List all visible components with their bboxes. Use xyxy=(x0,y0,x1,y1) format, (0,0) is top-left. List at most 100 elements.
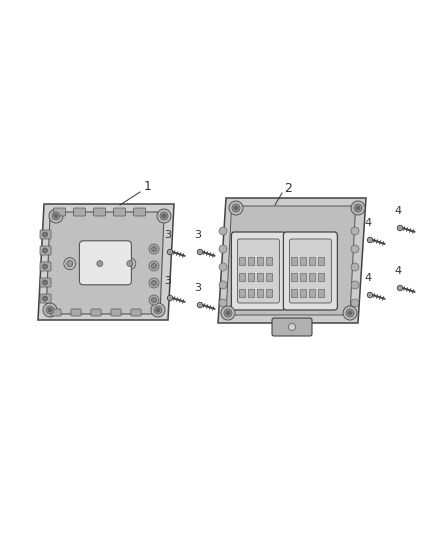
FancyBboxPatch shape xyxy=(51,309,61,316)
Circle shape xyxy=(154,306,162,314)
Text: 3: 3 xyxy=(194,230,201,240)
FancyBboxPatch shape xyxy=(40,278,51,287)
FancyBboxPatch shape xyxy=(111,309,121,316)
Circle shape xyxy=(198,249,203,255)
Circle shape xyxy=(157,209,171,223)
Bar xyxy=(318,257,325,265)
Circle shape xyxy=(149,261,159,271)
Circle shape xyxy=(399,227,401,229)
Bar xyxy=(309,257,315,265)
Circle shape xyxy=(289,324,296,330)
Bar xyxy=(240,257,245,265)
Text: 4: 4 xyxy=(395,206,402,216)
FancyBboxPatch shape xyxy=(53,208,66,216)
Circle shape xyxy=(42,232,47,237)
Circle shape xyxy=(219,299,227,307)
Circle shape xyxy=(149,295,159,305)
Bar xyxy=(266,289,272,297)
Circle shape xyxy=(149,244,159,254)
Circle shape xyxy=(167,295,173,301)
Circle shape xyxy=(199,304,201,306)
Circle shape xyxy=(46,306,54,314)
FancyBboxPatch shape xyxy=(113,208,126,216)
FancyBboxPatch shape xyxy=(231,232,286,310)
FancyBboxPatch shape xyxy=(40,246,51,255)
Circle shape xyxy=(351,245,359,253)
Circle shape xyxy=(64,257,76,270)
Circle shape xyxy=(221,306,235,320)
Circle shape xyxy=(356,206,360,210)
Bar xyxy=(309,289,315,297)
Text: 4: 4 xyxy=(395,266,402,276)
Circle shape xyxy=(224,309,232,317)
Circle shape xyxy=(367,292,373,297)
Circle shape xyxy=(152,297,156,303)
Bar xyxy=(300,289,307,297)
Circle shape xyxy=(169,297,171,299)
Circle shape xyxy=(124,257,136,270)
Circle shape xyxy=(234,206,238,210)
Circle shape xyxy=(48,308,52,312)
Circle shape xyxy=(351,227,359,235)
Bar xyxy=(258,257,263,265)
FancyBboxPatch shape xyxy=(94,208,106,216)
Circle shape xyxy=(42,248,47,253)
Circle shape xyxy=(156,308,160,312)
FancyBboxPatch shape xyxy=(79,241,131,285)
Bar xyxy=(309,273,315,281)
Bar xyxy=(318,289,325,297)
Circle shape xyxy=(52,212,60,220)
Circle shape xyxy=(343,306,357,320)
Circle shape xyxy=(219,245,227,253)
Polygon shape xyxy=(218,198,366,323)
Circle shape xyxy=(199,251,201,253)
Circle shape xyxy=(226,311,230,315)
Circle shape xyxy=(97,261,103,266)
Bar xyxy=(300,273,307,281)
Circle shape xyxy=(397,225,403,231)
Bar xyxy=(318,273,325,281)
Circle shape xyxy=(42,296,47,301)
Circle shape xyxy=(397,285,403,290)
Text: 4: 4 xyxy=(364,273,371,283)
Bar xyxy=(248,289,254,297)
Circle shape xyxy=(229,201,243,215)
Circle shape xyxy=(219,227,227,235)
Circle shape xyxy=(351,201,365,215)
FancyBboxPatch shape xyxy=(131,309,141,316)
Circle shape xyxy=(354,204,362,212)
Circle shape xyxy=(151,303,165,317)
Bar xyxy=(291,257,297,265)
FancyBboxPatch shape xyxy=(91,309,101,316)
Text: 3: 3 xyxy=(165,276,172,286)
Bar xyxy=(248,273,254,281)
Circle shape xyxy=(67,261,73,266)
Circle shape xyxy=(219,263,227,271)
Text: 3: 3 xyxy=(165,230,172,240)
Bar xyxy=(291,289,297,297)
Bar xyxy=(258,273,263,281)
FancyBboxPatch shape xyxy=(237,239,279,303)
Circle shape xyxy=(43,303,57,317)
Bar xyxy=(266,273,272,281)
Circle shape xyxy=(152,263,156,269)
FancyBboxPatch shape xyxy=(134,208,145,216)
Circle shape xyxy=(152,280,156,286)
Bar xyxy=(240,289,245,297)
Bar xyxy=(240,273,245,281)
Circle shape xyxy=(94,257,106,270)
Circle shape xyxy=(399,287,401,289)
FancyBboxPatch shape xyxy=(71,309,81,316)
FancyBboxPatch shape xyxy=(290,239,332,303)
Circle shape xyxy=(351,263,359,271)
Circle shape xyxy=(169,251,171,253)
Circle shape xyxy=(54,214,58,218)
Circle shape xyxy=(49,209,63,223)
Circle shape xyxy=(348,311,352,315)
Circle shape xyxy=(369,239,371,241)
Polygon shape xyxy=(46,212,164,314)
Text: 3: 3 xyxy=(194,283,201,293)
FancyBboxPatch shape xyxy=(272,318,312,336)
FancyBboxPatch shape xyxy=(40,262,51,271)
Circle shape xyxy=(351,299,359,307)
